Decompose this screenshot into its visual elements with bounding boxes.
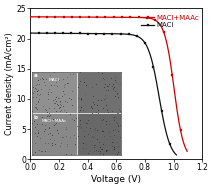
MACl <box>151 59 153 62</box>
MACl+MAAc <box>139 16 142 19</box>
MACl+MAAc <box>29 16 32 18</box>
MACl <box>154 74 156 76</box>
MACl <box>73 32 76 35</box>
MACl <box>175 154 178 156</box>
Y-axis label: Current density (mA/cm²): Current density (mA/cm²) <box>5 32 14 135</box>
MACl <box>131 34 133 36</box>
Line: MACl+MAAc: MACl+MAAc <box>29 15 189 153</box>
MACl+MAAc <box>146 17 148 19</box>
MACl+MAAc <box>58 16 60 18</box>
MACl <box>49 32 51 34</box>
Line: MACl: MACl <box>29 32 178 156</box>
Legend: MACl+MAAc, MACl: MACl+MAAc, MACl <box>141 15 199 28</box>
MACl+MAAc <box>36 16 38 18</box>
MACl+MAAc <box>144 17 147 19</box>
MACl+MAAc <box>186 150 189 152</box>
MACl <box>29 32 32 34</box>
MACl+MAAc <box>136 16 138 19</box>
MACl <box>169 143 171 145</box>
X-axis label: Voltage (V): Voltage (V) <box>91 175 141 184</box>
